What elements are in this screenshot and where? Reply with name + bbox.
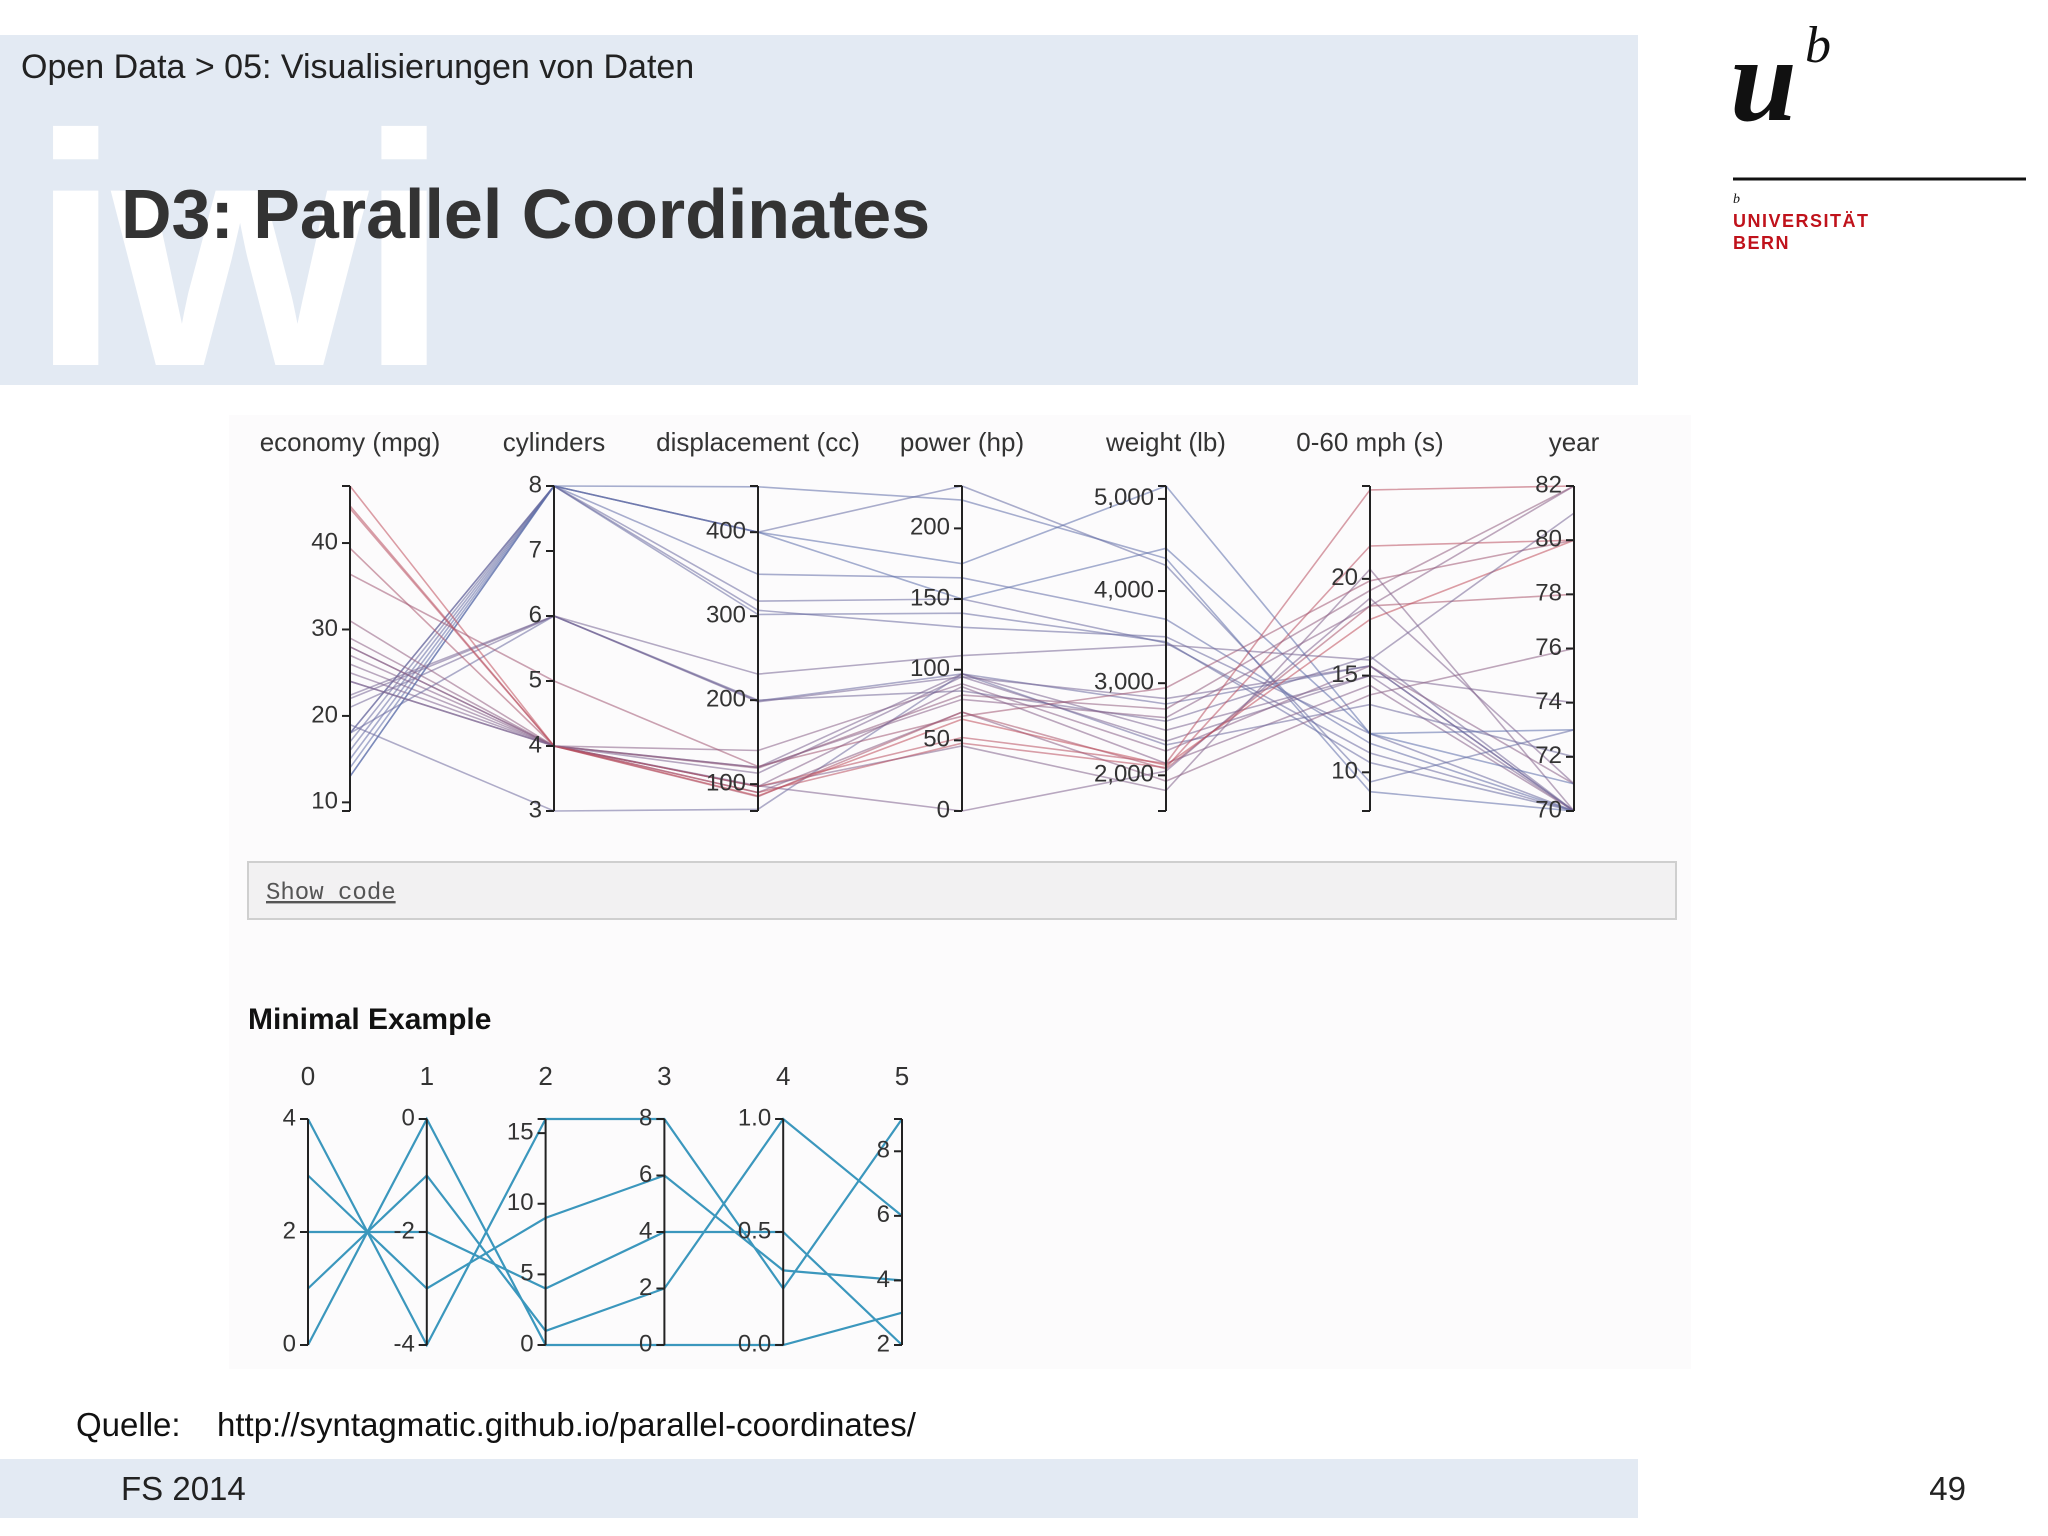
tick-label: -4	[393, 1330, 414, 1357]
tick-label: 100	[910, 655, 950, 682]
tick-label: 82	[1535, 471, 1562, 498]
tick-label: 1.0	[738, 1104, 771, 1131]
axis-label: 0	[301, 1061, 315, 1091]
tick-label: 400	[706, 518, 746, 545]
tick-label: 15	[1331, 661, 1358, 688]
tick-label: 5,000	[1094, 484, 1154, 511]
logo-superscript: b	[1805, 17, 1831, 74]
data-line	[308, 1230, 903, 1346]
tick-label: 7	[529, 536, 542, 563]
logo-line1: UNIVERSITÄT	[1733, 211, 1870, 231]
tick-label: 0	[401, 1104, 414, 1131]
tick-label: 2	[283, 1217, 296, 1244]
tick-label: 0	[937, 796, 950, 823]
tick-label: 6	[639, 1161, 652, 1188]
tick-label: 3,000	[1094, 669, 1154, 696]
tick-label: 0	[520, 1330, 533, 1357]
tick-label: 2	[877, 1330, 890, 1357]
tick-label: 200	[910, 514, 950, 541]
axis-label: economy (mpg)	[260, 427, 441, 457]
tick-label: 4	[639, 1217, 652, 1244]
tick-label: 4	[283, 1104, 296, 1131]
source-url[interactable]: http://syntagmatic.github.io/parallel-co…	[217, 1406, 917, 1443]
tick-label: 2	[639, 1274, 652, 1301]
tick-label: 200	[706, 685, 746, 712]
tick-label: 100	[706, 769, 746, 796]
tick-label: 0.0	[738, 1330, 771, 1357]
tick-label: -2	[393, 1217, 414, 1244]
source-label: Quelle:	[76, 1406, 181, 1443]
charts: economy (mpg)10203040cylinders345678disp…	[260, 427, 1600, 1357]
axis-label: 5	[895, 1061, 909, 1091]
tick-label: 74	[1535, 688, 1562, 715]
minimal-title: Minimal Example	[248, 1003, 491, 1036]
axis-label: cylinders	[503, 427, 606, 457]
tick-label: 6	[877, 1201, 890, 1228]
logo-small: b	[1733, 192, 1740, 207]
tick-label: 10	[507, 1189, 534, 1216]
tick-label: 3	[529, 796, 542, 823]
logo-line2: BERN	[1733, 233, 1790, 253]
tick-label: 6	[529, 601, 542, 628]
tick-label: 8	[529, 471, 542, 498]
tick-label: 76	[1535, 634, 1562, 661]
axis-label: 1	[420, 1061, 434, 1091]
axis-label: 2	[538, 1061, 552, 1091]
data-line	[307, 1174, 903, 1290]
page-number: 49	[1929, 1470, 1966, 1507]
logo-mark: u	[1730, 13, 1797, 146]
tick-label: 5	[520, 1260, 533, 1287]
data-line	[307, 1117, 903, 1348]
data-line	[307, 1117, 903, 1333]
tick-label: 80	[1535, 526, 1562, 553]
tick-label: 70	[1535, 796, 1562, 823]
tick-label: 20	[1331, 564, 1358, 591]
tick-label: 4	[877, 1266, 890, 1293]
tick-label: 10	[1331, 758, 1358, 785]
tick-label: 4,000	[1094, 576, 1154, 603]
axis-label: displacement (cc)	[656, 427, 860, 457]
data-line	[307, 1116, 903, 1347]
tick-label: 150	[910, 584, 950, 611]
tick-label: 78	[1535, 580, 1562, 607]
tick-label: 10	[311, 788, 338, 815]
tick-label: 50	[923, 726, 950, 753]
axis-label: year	[1549, 427, 1600, 457]
tick-label: 8	[877, 1137, 890, 1164]
axis-label: power (hp)	[900, 427, 1024, 457]
axis-label: 0-60 mph (s)	[1296, 427, 1443, 457]
tick-label: 2,000	[1094, 761, 1154, 788]
watermark: iwi	[30, 66, 440, 435]
tick-label: 30	[311, 615, 338, 642]
tick-label: 0	[283, 1330, 296, 1357]
footer-band	[0, 1459, 1638, 1518]
footer-left: FS 2014	[121, 1470, 246, 1507]
show-code-link[interactable]: Show code	[266, 880, 396, 907]
tick-label: 72	[1535, 742, 1562, 769]
axis-label: 3	[657, 1061, 671, 1091]
tick-label: 0	[639, 1330, 652, 1357]
axis-label: 4	[776, 1061, 790, 1091]
slide-title: D3: Parallel Coordinates	[121, 175, 930, 253]
tick-label: 40	[311, 528, 338, 555]
tick-label: 300	[706, 602, 746, 629]
tick-label: 5	[529, 666, 542, 693]
tick-label: 4	[529, 731, 542, 758]
tick-label: 20	[311, 701, 338, 728]
breadcrumb: Open Data > 05: Visualisierungen von Dat…	[21, 48, 694, 86]
tick-label: 0.5	[738, 1217, 771, 1244]
axis-label: weight (lb)	[1105, 427, 1226, 457]
tick-label: 15	[507, 1118, 534, 1145]
show-code-box[interactable]	[247, 861, 1677, 920]
tick-label: 8	[639, 1104, 652, 1131]
header-band	[0, 35, 1638, 385]
